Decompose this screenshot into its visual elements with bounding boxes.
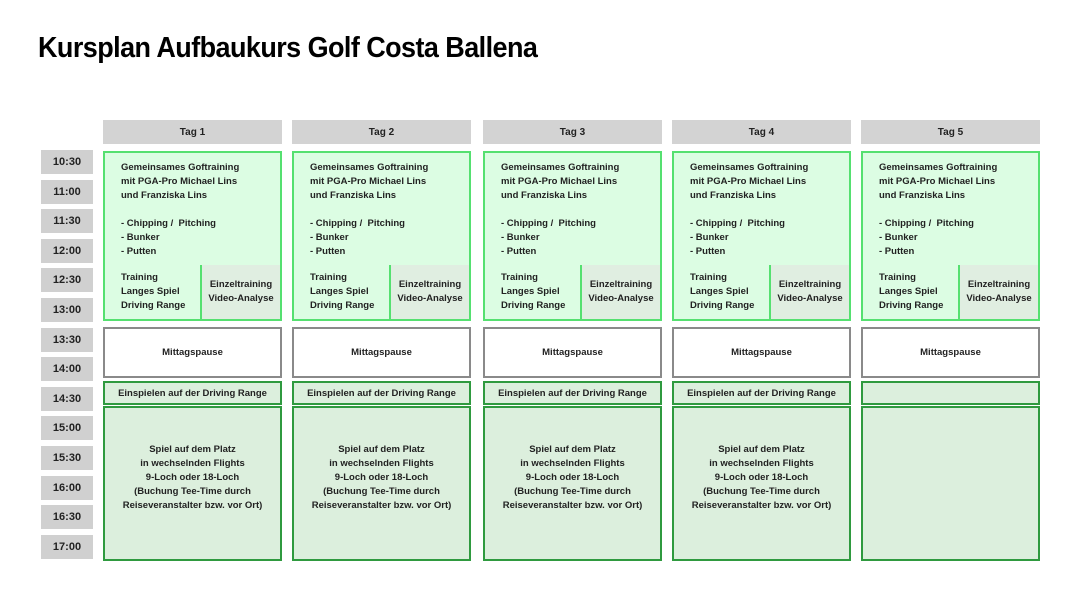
- day-header: Tag 3: [483, 120, 662, 144]
- day-header: Tag 5: [861, 120, 1040, 144]
- morning-training-block: Gemeinsames Goftraining mit PGA-Pro Mich…: [483, 151, 662, 267]
- course-play-text: Spiel auf dem Platz in wechselnden Fligh…: [691, 444, 832, 511]
- warmup-block: [861, 381, 1040, 405]
- morning-training-text: Gemeinsames Goftraining mit PGA-Pro Mich…: [121, 162, 240, 257]
- lunch-break-block: Mittagspause: [861, 327, 1040, 378]
- time-slot: 10:30: [41, 150, 93, 174]
- time-slot: 11:00: [41, 179, 93, 204]
- long-game-training-text: Training Langes Spiel Driving Range: [879, 272, 944, 311]
- warmup-block: Einspielen auf der Driving Range: [672, 381, 851, 405]
- long-game-training-text: Training Langes Spiel Driving Range: [310, 272, 375, 311]
- long-game-training-text: Training Langes Spiel Driving Range: [690, 272, 755, 311]
- time-slot: 13:30: [41, 327, 93, 352]
- individual-training-block: Einzeltraining Video-Analyse: [200, 265, 282, 321]
- day-header: Tag 4: [672, 120, 851, 144]
- long-game-training-text: Training Langes Spiel Driving Range: [121, 272, 186, 311]
- long-game-training-text: Training Langes Spiel Driving Range: [501, 272, 566, 311]
- time-slot: 14:00: [41, 357, 93, 382]
- individual-training-block: Einzeltraining Video-Analyse: [389, 265, 471, 321]
- course-play-block: Spiel auf dem Platz in wechselnden Fligh…: [672, 406, 851, 561]
- long-game-training-block: Training Langes Spiel Driving Range: [103, 265, 204, 321]
- day-header: Tag 2: [292, 120, 471, 144]
- day-header: Tag 1: [103, 120, 282, 144]
- time-slot: 14:30: [41, 386, 93, 411]
- time-slot: 16:30: [41, 505, 93, 530]
- morning-training-block: Gemeinsames Goftraining mit PGA-Pro Mich…: [672, 151, 851, 267]
- day-column: Tag 1 Gemeinsames Goftraining mit PGA-Pro…: [103, 0, 282, 608]
- lunch-break-block: Mittagspause: [103, 327, 282, 378]
- individual-training-block: Einzeltraining Video-Analyse: [580, 265, 662, 321]
- page-title: Kursplan Aufbaukurs Golf Costa Ballena: [38, 32, 538, 64]
- time-slot: 17:00: [41, 534, 93, 559]
- long-game-training-block: Training Langes Spiel Driving Range: [483, 265, 584, 321]
- time-slot: 12:30: [41, 268, 93, 293]
- day-column: Tag 3 Gemeinsames Goftraining mit PGA-Pro…: [483, 0, 662, 608]
- time-slot: 16:00: [41, 475, 93, 500]
- morning-training-block: Gemeinsames Goftraining mit PGA-Pro Mich…: [292, 151, 471, 267]
- course-play-block: Spiel auf dem Platz in wechselnden Fligh…: [292, 406, 471, 561]
- day-column: Tag 2 Gemeinsames Goftraining mit PGA-Pro…: [292, 0, 471, 608]
- warmup-block: Einspielen auf der Driving Range: [103, 381, 282, 405]
- course-play-text: Spiel auf dem Platz in wechselnden Fligh…: [502, 444, 643, 511]
- time-slot: 12:00: [41, 238, 93, 263]
- course-play-text: Spiel auf dem Platz in wechselnden Fligh…: [122, 444, 263, 511]
- long-game-training-block: Training Langes Spiel Driving Range: [672, 265, 773, 321]
- morning-training-text: Gemeinsames Goftraining mit PGA-Pro Mich…: [690, 162, 809, 257]
- time-slot: 15:30: [41, 446, 93, 470]
- warmup-block: Einspielen auf der Driving Range: [292, 381, 471, 405]
- lunch-break-block: Mittagspause: [292, 327, 471, 378]
- course-play-block: Spiel auf dem Platz in wechselnden Fligh…: [103, 406, 282, 561]
- course-play-block: Spiel auf dem Platz in wechselnden Fligh…: [483, 406, 662, 561]
- morning-training-text: Gemeinsames Goftraining mit PGA-Pro Mich…: [879, 162, 998, 257]
- morning-training-text: Gemeinsames Goftraining mit PGA-Pro Mich…: [501, 162, 620, 257]
- morning-training-block: Gemeinsames Goftraining mit PGA-Pro Mich…: [861, 151, 1040, 267]
- time-slot: 11:30: [41, 209, 93, 234]
- morning-training-block: Gemeinsames Goftraining mit PGA-Pro Mich…: [103, 151, 282, 267]
- course-play-block: [861, 406, 1040, 561]
- day-column: Tag 5 Gemeinsames Goftraining mit PGA-Pro…: [861, 0, 1040, 608]
- long-game-training-block: Training Langes Spiel Driving Range: [861, 265, 962, 321]
- time-slot: 15:00: [41, 416, 93, 441]
- day-column: Tag 4 Gemeinsames Goftraining mit PGA-Pro…: [672, 0, 851, 608]
- warmup-block: Einspielen auf der Driving Range: [483, 381, 662, 405]
- individual-training-block: Einzeltraining Video-Analyse: [958, 265, 1040, 321]
- time-slot: 13:00: [41, 298, 93, 322]
- morning-training-text: Gemeinsames Goftraining mit PGA-Pro Mich…: [310, 162, 429, 257]
- individual-training-block: Einzeltraining Video-Analyse: [769, 265, 851, 321]
- lunch-break-block: Mittagspause: [483, 327, 662, 378]
- lunch-break-block: Mittagspause: [672, 327, 851, 378]
- course-play-text: Spiel auf dem Platz in wechselnden Fligh…: [311, 444, 452, 511]
- long-game-training-block: Training Langes Spiel Driving Range: [292, 265, 393, 321]
